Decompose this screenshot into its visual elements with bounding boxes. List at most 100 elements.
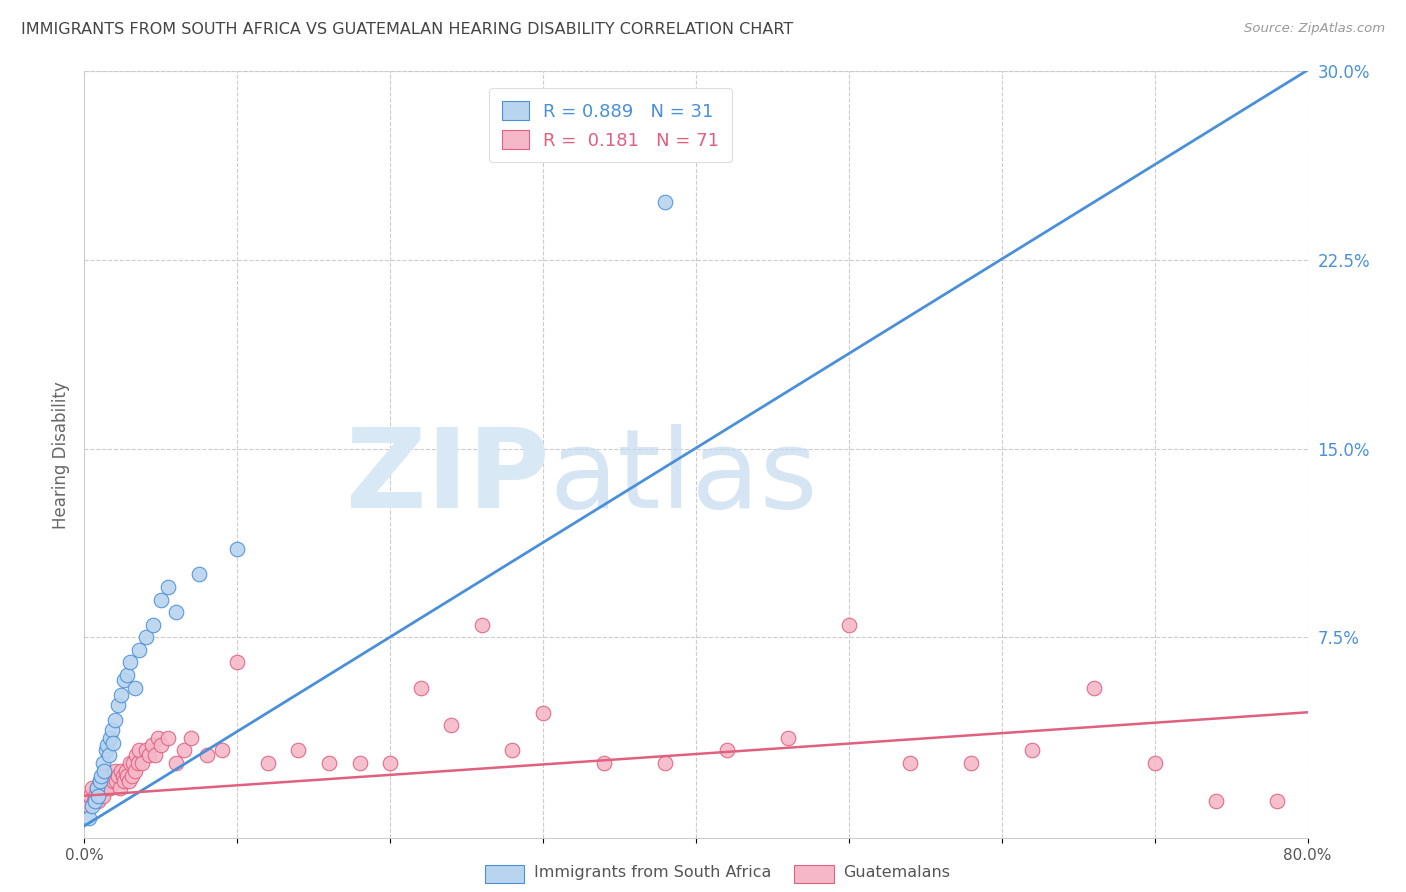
- Point: [97, 773, 120, 788]
- Point: [101, 769, 124, 783]
- Point: [107, 769, 129, 783]
- Text: Immigrants from South Africa: Immigrants from South Africa: [534, 865, 772, 880]
- Y-axis label: Hearing Disability: Hearing Disability: [52, 381, 70, 529]
- Text: Guatemalans: Guatemalans: [844, 865, 950, 880]
- Point: [94, 781, 117, 796]
- Point: [226, 656, 249, 670]
- Point: [128, 743, 150, 757]
- Point: [114, 764, 136, 778]
- Point: [143, 748, 166, 763]
- Point: [157, 731, 180, 745]
- Text: IMMIGRANTS FROM SOUTH AFRICA VS GUATEMALAN HEARING DISABILITY CORRELATION CHART: IMMIGRANTS FROM SOUTH AFRICA VS GUATEMAL…: [21, 22, 793, 37]
- Point: [87, 789, 110, 803]
- Point: [1205, 794, 1227, 808]
- Point: [96, 769, 118, 783]
- Point: [89, 773, 111, 788]
- Point: [149, 739, 172, 753]
- Point: [115, 668, 138, 682]
- Point: [93, 764, 115, 778]
- Point: [86, 781, 108, 796]
- Point: [83, 794, 105, 808]
- Point: [87, 794, 110, 808]
- Point: [131, 756, 153, 770]
- Point: [91, 756, 114, 770]
- Point: [111, 769, 134, 783]
- Point: [318, 756, 340, 770]
- Point: [105, 773, 128, 788]
- Point: [716, 743, 738, 757]
- Point: [1021, 743, 1043, 757]
- Point: [112, 773, 135, 788]
- Point: [180, 731, 202, 745]
- Point: [195, 748, 218, 763]
- Text: Source: ZipAtlas.com: Source: ZipAtlas.com: [1244, 22, 1385, 36]
- Point: [593, 756, 616, 770]
- Point: [1265, 794, 1288, 808]
- Point: [104, 713, 127, 727]
- Point: [107, 698, 129, 713]
- Point: [211, 743, 233, 757]
- Point: [120, 756, 142, 770]
- Point: [1083, 681, 1105, 695]
- Point: [86, 781, 108, 796]
- Point: [96, 739, 118, 753]
- Legend: R = 0.889   N = 31, R =  0.181   N = 71: R = 0.889 N = 31, R = 0.181 N = 71: [489, 88, 731, 162]
- Point: [76, 794, 98, 808]
- Point: [90, 781, 112, 796]
- Point: [188, 567, 211, 582]
- Point: [654, 195, 676, 210]
- Point: [101, 723, 124, 738]
- Point: [94, 743, 117, 757]
- Point: [960, 756, 983, 770]
- Point: [91, 789, 114, 803]
- Point: [77, 811, 100, 825]
- Point: [409, 681, 432, 695]
- Point: [287, 743, 309, 757]
- Point: [165, 756, 187, 770]
- Point: [97, 748, 120, 763]
- Point: [380, 756, 402, 770]
- Point: [112, 673, 135, 687]
- Point: [84, 789, 107, 803]
- Point: [124, 681, 146, 695]
- Point: [77, 798, 100, 813]
- Point: [146, 731, 169, 745]
- Point: [122, 756, 145, 770]
- Point: [110, 688, 132, 702]
- Point: [165, 605, 187, 619]
- Point: [141, 739, 163, 753]
- Point: [103, 773, 125, 788]
- Point: [121, 769, 143, 783]
- Point: [125, 748, 148, 763]
- Point: [654, 756, 676, 770]
- Point: [135, 630, 157, 644]
- Point: [93, 773, 115, 788]
- Point: [173, 743, 195, 757]
- Point: [90, 769, 112, 783]
- Point: [80, 798, 103, 813]
- Point: [98, 731, 121, 745]
- Point: [80, 781, 103, 796]
- Point: [776, 731, 799, 745]
- Point: [120, 656, 142, 670]
- Point: [84, 794, 107, 808]
- Point: [257, 756, 280, 770]
- Point: [440, 718, 463, 732]
- Point: [127, 756, 149, 770]
- Point: [103, 736, 125, 750]
- Point: [138, 748, 160, 763]
- Point: [149, 592, 172, 607]
- Point: [226, 542, 249, 557]
- Point: [124, 764, 146, 778]
- Text: atlas: atlas: [550, 425, 818, 532]
- Point: [128, 643, 150, 657]
- Point: [349, 756, 371, 770]
- Point: [898, 756, 921, 770]
- Point: [110, 764, 132, 778]
- Point: [471, 617, 494, 632]
- Point: [135, 743, 157, 757]
- Text: ZIP: ZIP: [346, 425, 550, 532]
- Point: [104, 764, 127, 778]
- Point: [502, 743, 524, 757]
- Point: [157, 580, 180, 594]
